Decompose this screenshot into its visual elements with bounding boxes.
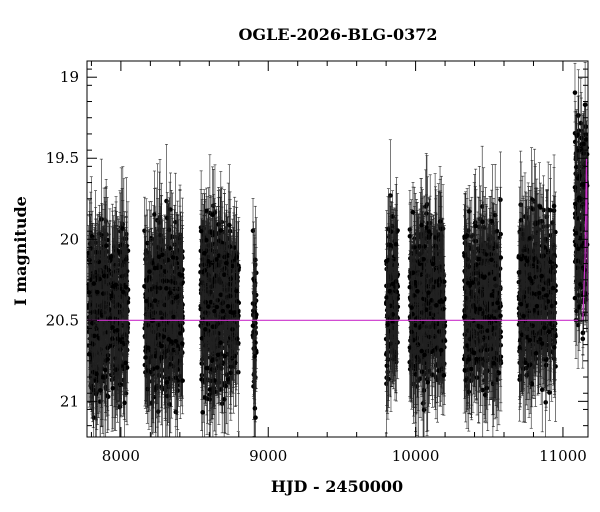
data-point — [178, 273, 184, 278]
data-point — [115, 302, 120, 308]
data-point — [157, 285, 163, 291]
data-point — [103, 264, 109, 270]
data-point — [178, 331, 183, 336]
data-point — [110, 385, 116, 391]
data-point — [122, 400, 127, 406]
data-point — [105, 353, 111, 358]
data-point — [153, 285, 158, 290]
data-point — [115, 327, 120, 333]
data-point — [170, 255, 176, 260]
data-point — [180, 378, 185, 383]
chart-title: OGLE-2026-BLG-0372 — [238, 25, 437, 44]
data-point — [150, 366, 156, 372]
observing-season — [86, 158, 131, 438]
data-point — [105, 357, 111, 362]
data-point — [92, 333, 97, 339]
data-point — [164, 278, 170, 284]
data-point — [95, 289, 100, 295]
data-layer — [86, 62, 590, 438]
data-point — [87, 302, 93, 308]
data-point — [144, 298, 149, 304]
data-point — [120, 289, 126, 295]
data-point — [102, 375, 108, 380]
data-point — [117, 382, 123, 387]
data-point — [98, 388, 103, 393]
data-point — [94, 371, 99, 377]
observing-season — [142, 144, 185, 438]
data-point — [105, 394, 111, 400]
data-point — [173, 338, 179, 344]
data-point — [166, 337, 172, 342]
data-point — [100, 291, 106, 296]
data-point — [86, 290, 92, 295]
data-point — [164, 286, 169, 291]
data-point — [147, 269, 152, 274]
data-point — [171, 314, 176, 320]
data-point — [104, 243, 109, 248]
data-point — [111, 283, 117, 289]
data-point — [120, 323, 125, 328]
data-point — [174, 294, 180, 300]
data-point — [91, 281, 97, 286]
data-point — [86, 352, 92, 357]
data-point — [154, 365, 160, 370]
data-point — [171, 347, 176, 353]
data-point — [123, 284, 129, 290]
observing-season — [198, 154, 242, 438]
data-point — [88, 245, 94, 251]
data-point — [152, 298, 158, 303]
data-point — [87, 258, 92, 263]
data-point — [165, 348, 170, 353]
data-point — [117, 337, 122, 342]
data-point — [167, 290, 173, 296]
data-point — [90, 274, 96, 279]
data-point — [124, 257, 129, 262]
data-point — [156, 254, 162, 260]
data-point — [110, 325, 115, 330]
data-point — [99, 312, 105, 318]
data-point — [166, 227, 172, 233]
data-point — [97, 276, 102, 282]
data-point — [145, 345, 151, 351]
data-point — [169, 299, 175, 305]
data-point — [159, 343, 164, 349]
data-point — [89, 233, 95, 239]
data-point — [180, 341, 185, 346]
data-point — [101, 273, 107, 279]
data-point — [164, 380, 170, 385]
data-point — [164, 215, 170, 221]
data-point — [179, 281, 184, 287]
data-point — [152, 212, 157, 217]
data-point — [102, 367, 108, 373]
data-point — [143, 355, 148, 360]
data-point — [152, 310, 157, 315]
data-point — [161, 334, 167, 340]
data-point — [123, 360, 128, 366]
data-point — [145, 322, 150, 328]
data-point — [107, 255, 112, 260]
data-point — [152, 265, 158, 271]
